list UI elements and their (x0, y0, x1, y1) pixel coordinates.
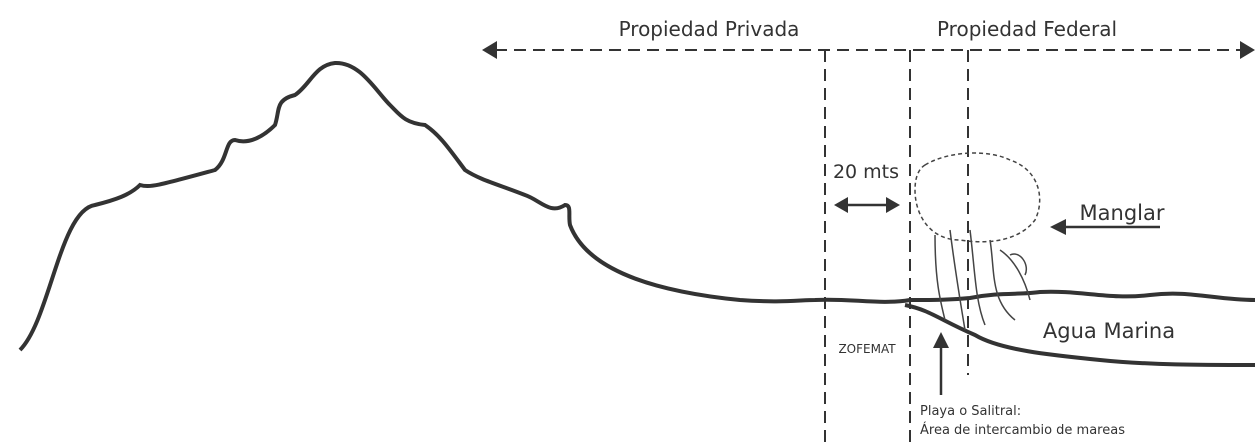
beach-label: Área de intercambio de mareas (920, 422, 1125, 438)
mangrove-tree (914, 152, 1041, 331)
arrow-head (1240, 41, 1255, 59)
mangrove-label: Manglar (1080, 201, 1165, 225)
terrain (18, 60, 1255, 352)
federal-label: Propiedad Federal (937, 17, 1117, 41)
boundary-lines (495, 49, 1242, 442)
arrows (834, 197, 1160, 395)
water-line (904, 303, 1255, 367)
zofemat-label: ZOFEMAT (838, 342, 896, 356)
private-label: Propiedad Privada (619, 17, 800, 41)
sea-label: Agua Marina (1043, 319, 1175, 343)
arrow-head (482, 41, 497, 59)
distance-label: 20 mts (833, 161, 899, 183)
beach-label: Playa o Salitral: (920, 404, 1021, 419)
